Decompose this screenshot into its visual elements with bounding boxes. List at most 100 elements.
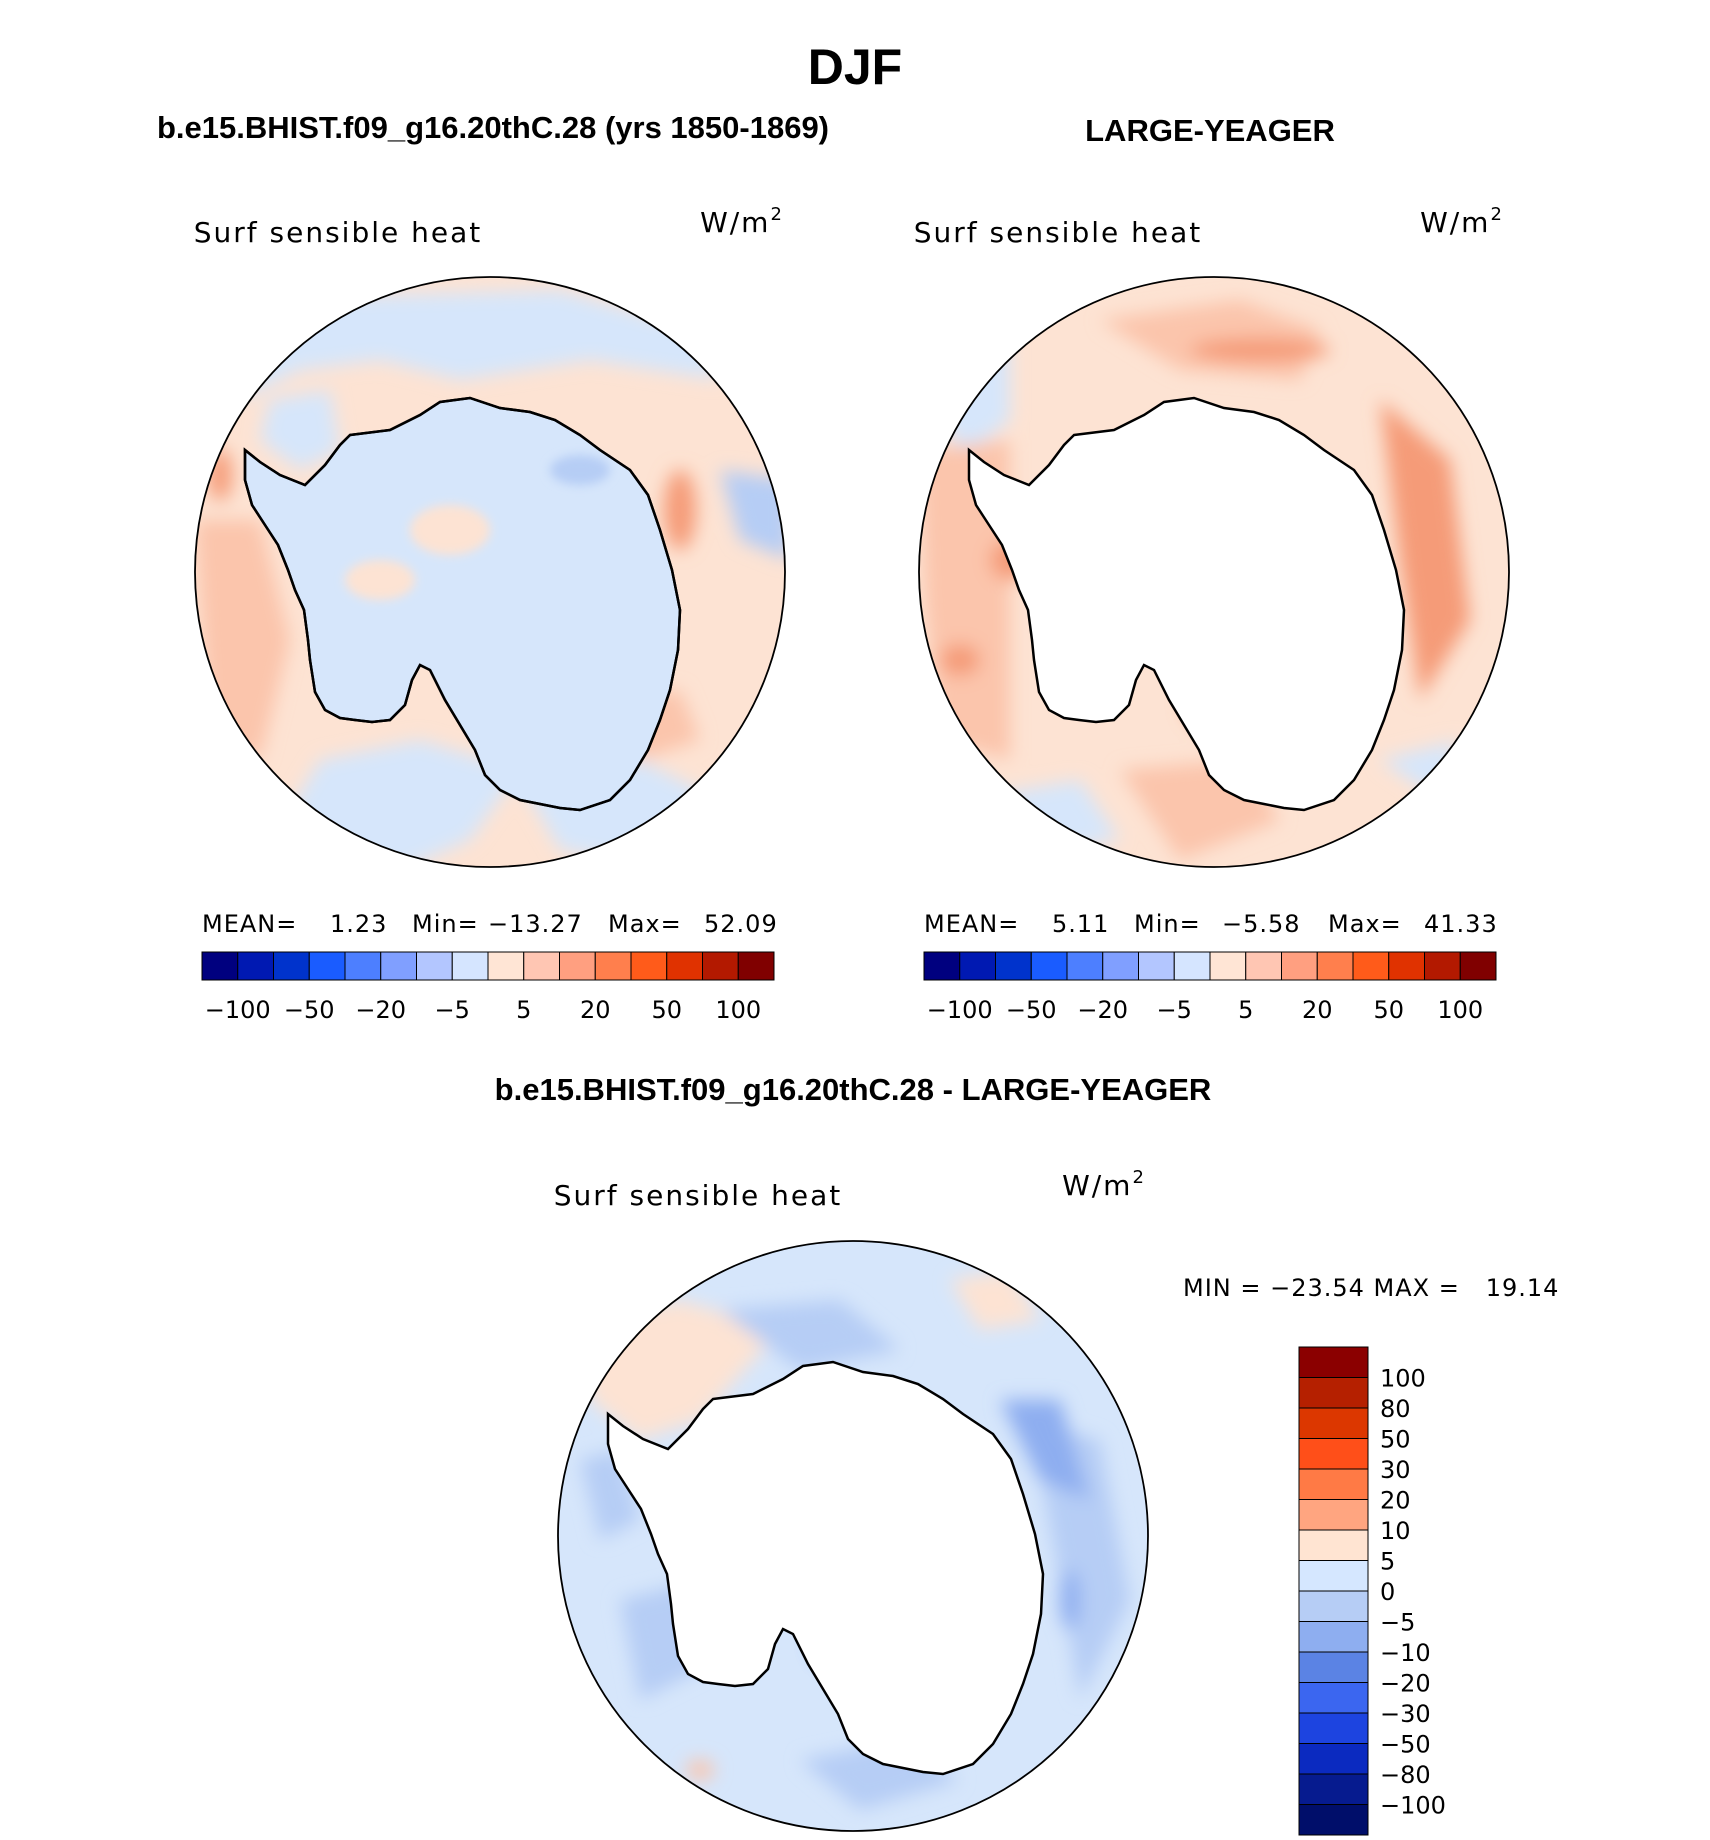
panel-obs-heading: LARGE-YEAGER [1085, 113, 1335, 148]
panel-difference-colorbar [1298, 1346, 1369, 1836]
panel-model-colorbar-box [630, 951, 668, 981]
panel-difference: b.e15.BHIST.f09_g16.20thC.28 - LARGE-YEA… [495, 1072, 1559, 1836]
panel-model-colorbar-box [523, 951, 560, 981]
panel-obs-colorbar-box [1066, 951, 1104, 981]
panel-difference-colorbar-label: 80 [1380, 1395, 1411, 1423]
panel-model-colorbar-box [594, 951, 632, 981]
panel-difference-colorbar-label: −80 [1380, 1761, 1431, 1789]
panel-model-colorbar-tick: 5 [516, 996, 531, 1024]
panel-difference-colorbar-box [1298, 1621, 1369, 1653]
panel-model-colorbar-box [380, 951, 417, 981]
panel-difference-colorbar-box [1298, 1529, 1369, 1561]
panel-difference-colorbar-box [1298, 1712, 1369, 1744]
panel-model: b.e15.BHIST.f09_g16.20thC.28 (yrs 1850-1… [157, 110, 829, 1024]
panel-obs-colorbar-box [1281, 951, 1318, 981]
figure-title: DJF [808, 39, 902, 95]
panel-obs-colorbar-tick: 50 [1373, 996, 1404, 1024]
panel-model-colorbar-tick: −50 [284, 996, 335, 1024]
panel-difference-colorbar-box [1298, 1743, 1369, 1775]
panel-obs-colorbar-box [1245, 951, 1282, 981]
panel-model-colorbar-box [344, 951, 382, 981]
panel-obs-map [919, 277, 1509, 867]
panel-difference-units: W/m2 [1062, 1167, 1146, 1202]
panel-model-colorbar [201, 951, 775, 981]
panel-model-colorbar-box [559, 951, 596, 981]
panel-obs-colorbar-box [1424, 951, 1461, 981]
panel-difference-colorbar-box [1298, 1651, 1369, 1683]
panel-obs-colorbar-ticks: −100 −50 −20 −5 5 20 50 100 [927, 996, 1483, 1024]
panel-difference-colorbar-label: 50 [1380, 1426, 1411, 1454]
panel-difference-colorbar-label: −20 [1380, 1670, 1431, 1698]
panel-difference-colorbar-label: 30 [1380, 1456, 1411, 1484]
panel-obs-colorbar-box [1173, 951, 1211, 981]
panel-difference-heading: b.e15.BHIST.f09_g16.20thC.28 - LARGE-YEA… [495, 1072, 1212, 1107]
panel-obs-colorbar-tick: −100 [927, 996, 993, 1024]
panel-difference-colorbar-box [1298, 1804, 1369, 1836]
panel-difference-border [557, 1240, 1149, 1832]
panel-obs-colorbar-box [923, 951, 961, 981]
panel-obs: LARGE-YEAGER Surf sensible heat W/m2 [914, 113, 1510, 1024]
panel-difference-colorbar-box [1298, 1499, 1369, 1531]
panel-model-colorbar-box [201, 951, 239, 981]
panel-difference-minmax: MIN = −23.54 MAX = 19.14 [1183, 1274, 1559, 1302]
panel-difference-colorbar-box [1298, 1407, 1369, 1439]
panel-obs-colorbar-tick: −20 [1077, 996, 1128, 1024]
panel-model-colorbar-tick: −20 [355, 996, 406, 1024]
panel-obs-colorbar-tick: −5 [1157, 996, 1192, 1024]
panel-model-colorbar-tick: 20 [580, 996, 611, 1024]
panel-obs-colorbar-tick: 100 [1437, 996, 1483, 1024]
panel-model-colorbar-tick: 50 [651, 996, 682, 1024]
panel-model-colorbar-tick: −5 [435, 996, 470, 1024]
panel-difference-colorbar-box [1298, 1560, 1369, 1592]
panel-obs-colorbar-box [1030, 951, 1068, 981]
panel-model-stats: MEAN= 1.23 Min= −13.27 Max= 52.09 [202, 910, 778, 938]
panel-obs-colorbar-box [1388, 951, 1425, 981]
panel-difference-colorbar-label: 10 [1380, 1517, 1411, 1545]
panel-model-map [195, 277, 785, 867]
panel-obs-colorbar-tick: −50 [1006, 996, 1057, 1024]
panel-model-colorbar-tick: −100 [205, 996, 271, 1024]
panel-difference-colorbar-box [1298, 1590, 1369, 1622]
panel-model-border [194, 276, 786, 868]
panel-difference-colorbar-label: 5 [1380, 1548, 1395, 1576]
panel-difference-colorbar-label: −5 [1380, 1609, 1415, 1637]
panel-difference-colorbar-box [1298, 1438, 1369, 1470]
panel-difference-colorbar-label: −10 [1380, 1639, 1431, 1667]
panel-obs-colorbar-box [1316, 951, 1354, 981]
panel-obs-units: W/m2 [1420, 204, 1504, 239]
panel-difference-variable: Surf sensible heat [554, 1179, 843, 1212]
panel-obs-colorbar-tick: 5 [1238, 996, 1253, 1024]
panel-difference-map [558, 1241, 1148, 1831]
panel-model-colorbar-box [237, 951, 274, 981]
panel-difference-colorbar-label: −100 [1380, 1792, 1446, 1820]
panel-model-variable: Surf sensible heat [194, 216, 483, 249]
panel-obs-colorbar-box [959, 951, 996, 981]
panel-obs-colorbar-box [1102, 951, 1139, 981]
panel-model-colorbar-box [737, 951, 775, 981]
panel-obs-colorbar-box [1209, 951, 1247, 981]
panel-model-colorbar-box [308, 951, 346, 981]
panel-model-colorbar-box [451, 951, 489, 981]
panel-difference-colorbar-box [1298, 1682, 1369, 1714]
panel-obs-stats: MEAN= 5.11 Min= −5.58 Max= 41.33 [924, 910, 1498, 938]
panel-model-colorbar-box [416, 951, 453, 981]
panel-model-colorbar-box [273, 951, 310, 981]
panel-model-heading: b.e15.BHIST.f09_g16.20thC.28 (yrs 1850-1… [157, 110, 829, 145]
panel-difference-colorbar-label: 20 [1380, 1487, 1411, 1515]
panel-difference-colorbar-box [1298, 1468, 1369, 1500]
panel-obs-variable: Surf sensible heat [914, 216, 1203, 249]
panel-difference-colorbar-label: −30 [1380, 1700, 1431, 1728]
panel-model-colorbar-box [666, 951, 703, 981]
panel-difference-colorbar-label: 0 [1380, 1578, 1395, 1606]
panel-model-units: W/m2 [700, 204, 784, 239]
panel-obs-colorbar-box [1352, 951, 1390, 981]
panel-difference-colorbar-box [1298, 1346, 1369, 1378]
panel-difference-colorbar-box [1298, 1773, 1369, 1805]
panel-difference-colorbar-label: −50 [1380, 1731, 1431, 1759]
panel-difference-colorbar-label: 100 [1380, 1365, 1426, 1393]
panel-model-colorbar-box [702, 951, 739, 981]
panel-obs-colorbar-tick: 20 [1302, 996, 1333, 1024]
panel-model-colorbar-ticks: −100 −50 −20 −5 5 20 50 100 [205, 996, 761, 1024]
